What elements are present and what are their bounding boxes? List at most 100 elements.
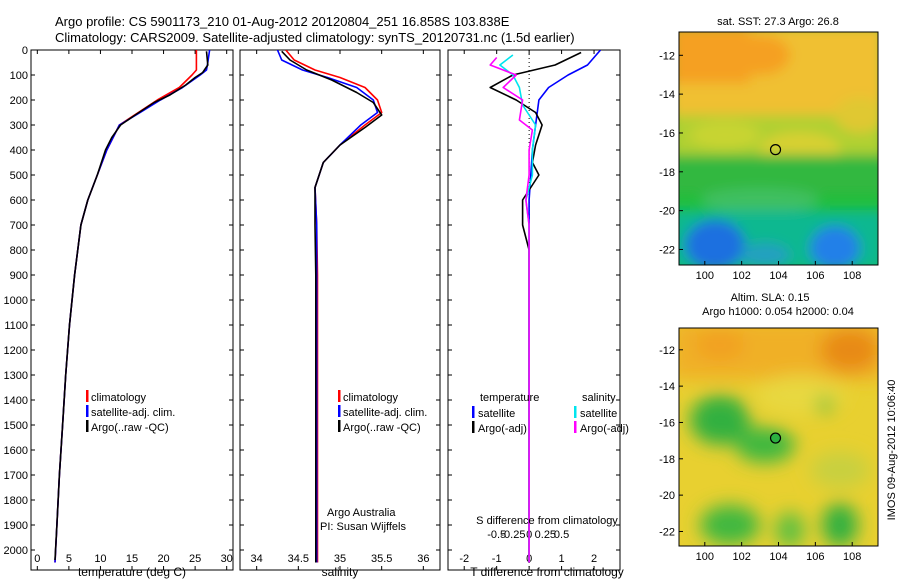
salinity-panel: 34 34.5 35 35.5 36 climatology satellite-adj.… xyxy=(239,49,441,579)
salinity-legend: climatology satellite-adj. clim. Argo(..ra… xyxy=(338,390,427,434)
legend-header-temperature: temperature xyxy=(480,392,539,404)
depth-tick-label: 1500 xyxy=(4,420,28,432)
difference-x-axis: -2-1012-0.5-0.2500.250.5 xyxy=(459,50,597,570)
legend-swatch xyxy=(338,420,341,432)
depth-tick-label: 1800 xyxy=(4,495,28,507)
depth-tick-label: 100 xyxy=(10,70,28,82)
x-tick-label: 35 xyxy=(334,553,346,565)
x-tick-label: -1 xyxy=(492,553,502,565)
latitude-label: -14 xyxy=(659,89,675,101)
x-tick-label: 1 xyxy=(559,553,565,565)
x-tick-label: 10 xyxy=(94,553,106,565)
depth-tick-label: 1300 xyxy=(4,370,28,382)
sst-field xyxy=(679,32,878,265)
legend-swatch xyxy=(574,421,577,433)
longitude-label: 104 xyxy=(769,270,787,282)
depth-tick-label: 1900 xyxy=(4,520,28,532)
argo-location-marker-sla xyxy=(769,432,782,444)
salinity-axes-frame xyxy=(239,49,441,571)
temperature-axes-frame xyxy=(30,49,234,571)
longitude-label: 100 xyxy=(696,270,714,282)
longitude-label: 106 xyxy=(806,270,824,282)
difference-axes-frame xyxy=(447,49,621,571)
depth-tick-label: 400 xyxy=(10,145,28,157)
difference-legend: temperature salinity satellite Argo(-adj) sa… xyxy=(472,392,629,435)
legend-label: satellite-adj. clim. xyxy=(343,407,427,419)
s-diff-tick-label: -0.25 xyxy=(500,529,525,541)
legend-swatch xyxy=(86,420,89,432)
pi-annotation: PI: Susan Wijffels xyxy=(320,521,406,533)
longitude-label: 100 xyxy=(696,551,714,563)
x-tick-label: -2 xyxy=(459,553,469,565)
series-line xyxy=(285,50,383,563)
salinity-series xyxy=(276,50,383,563)
legend-label: satellite xyxy=(580,408,617,420)
series-line xyxy=(281,50,383,563)
latitude-label: -12 xyxy=(659,345,675,357)
salinity-y-ticks xyxy=(240,49,440,551)
series-line xyxy=(54,50,198,563)
longitude-label: 104 xyxy=(769,551,787,563)
depth-axis: 0 100 200 300 400 500 600 700 800 900 1000 1100 1200… xyxy=(4,45,233,557)
legend-label: Argo(-adj) xyxy=(580,423,629,435)
legend-label: Argo(..raw -QC) xyxy=(343,422,421,434)
depth-tick-label: 300 xyxy=(10,120,28,132)
series-line xyxy=(489,56,534,563)
s-diff-tick-label: -0.5 xyxy=(487,529,506,541)
depth-tick-label: 500 xyxy=(10,170,28,182)
legend-swatch xyxy=(472,421,475,433)
sla-field xyxy=(679,328,878,546)
series-line xyxy=(54,51,209,561)
depth-tick-label: 1100 xyxy=(4,320,28,332)
difference-panel: -2-1012-0.5-0.2500.250.5 temperaturesali… xyxy=(447,49,629,579)
depth-tick-label: 1600 xyxy=(4,445,28,457)
x-tick-label: 0 xyxy=(34,553,40,565)
legend-header-salinity: salinity xyxy=(582,392,616,404)
x-tick-label: 2 xyxy=(591,553,597,565)
depth-tick-label: 1400 xyxy=(4,395,28,407)
x-tick-label: 20 xyxy=(157,553,169,565)
legend-swatch xyxy=(86,405,89,417)
series-line xyxy=(528,50,602,563)
longitude-label: 108 xyxy=(843,551,861,563)
s-diff-tick-label: 0.25 xyxy=(535,529,556,541)
depth-tick-label: 1200 xyxy=(4,345,28,357)
x-tick-label: 35.5 xyxy=(371,553,392,565)
legend-swatch xyxy=(472,406,475,418)
temperature-x-label: temperature (deg C) xyxy=(78,565,186,579)
longitude-label: 102 xyxy=(732,551,750,563)
latitude-label: -20 xyxy=(659,490,675,502)
latitude-label: -18 xyxy=(659,454,675,466)
legend-swatch xyxy=(86,390,89,402)
latitude-label: -18 xyxy=(659,167,675,179)
latitude-label: -16 xyxy=(659,128,675,140)
x-tick-label: 25 xyxy=(189,553,201,565)
profile-title: Argo profile: CS 5901173_210 01-Aug-2012… xyxy=(55,14,510,29)
x-tick-label: 15 xyxy=(126,553,138,565)
depth-tick-label: 0 xyxy=(22,45,28,57)
longitude-label: 108 xyxy=(843,270,861,282)
series-line xyxy=(499,54,537,563)
s-diff-tick-label: 0.5 xyxy=(554,529,569,541)
salinity-x-label: salinity xyxy=(322,565,359,579)
x-tick-label: 34.5 xyxy=(288,553,309,565)
s-difference-label: S difference from climatology xyxy=(476,515,618,527)
legend-label: Argo(-adj) xyxy=(478,423,527,435)
temperature-legend: climatology satellite-adj. clim. Argo(..ra… xyxy=(86,390,175,434)
latitude-label: -22 xyxy=(659,244,675,256)
imos-timestamp: IMOS 09-Aug-2012 10:06:40 xyxy=(886,380,898,521)
sst-map-title: sat. SST: 27.3 Argo: 26.8 xyxy=(717,16,839,28)
difference-series xyxy=(489,50,602,563)
depth-tick-label: 1700 xyxy=(4,470,28,482)
t-difference-label: T difference from climatology xyxy=(470,565,624,579)
depth-tick-label: 900 xyxy=(10,270,28,282)
salinity-x-axis: 34 34.5 35 35.5 36 xyxy=(251,50,429,570)
legend-label: satellite-adj. clim. xyxy=(91,407,175,419)
legend-swatch xyxy=(574,406,577,418)
temperature-panel: 0100200300400500600700800900100011001200… xyxy=(4,45,234,579)
sla-map-title: Altim. SLA: 0.15 xyxy=(731,292,810,304)
latitude-label: -16 xyxy=(659,417,675,429)
depth-tick-label: 600 xyxy=(10,195,28,207)
x-tick-label: 36 xyxy=(417,553,429,565)
sst-map-axes: 100 102 104 106 108 -12 -14 -16 -18 -20 -22 xyxy=(659,50,861,282)
